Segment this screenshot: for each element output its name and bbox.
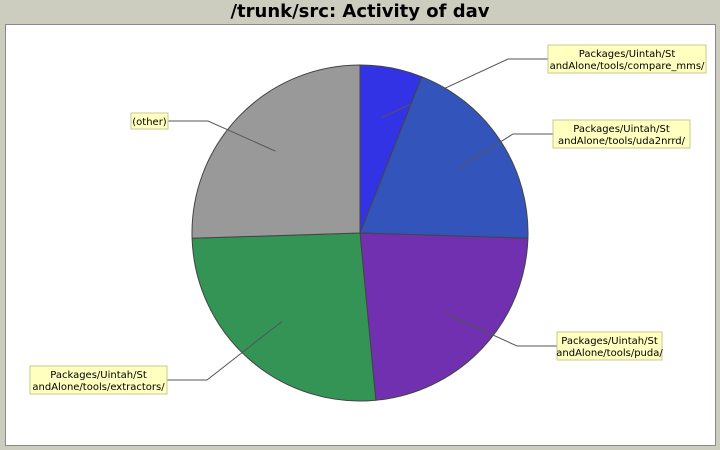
slice-label-box-4: [130, 112, 169, 130]
leader-line-4: [168, 120, 276, 152]
slice-label-text-1-1: andAlone/tools/uda2nrrd/: [558, 136, 686, 147]
slice-label-4: (other): [130, 112, 169, 130]
slice-label-text-0-1: andAlone/tools/compare_mms/: [550, 61, 705, 72]
leader-line-1: [458, 133, 553, 169]
slice-label-box-0: [547, 44, 707, 74]
slice-label-0: Packages/Uintah/StandAlone/tools/compare…: [547, 44, 707, 74]
leader-line-3: [167, 320, 283, 381]
slice-label-text-1-0: Packages/Uintah/St: [573, 124, 670, 135]
chart-title: /trunk/src: Activity of dav: [230, 1, 490, 22]
slice-label-text-2-0: Packages/Uintah/St: [561, 336, 658, 347]
pie-slice-2: [359, 232, 529, 401]
slice-label-1: Packages/Uintah/StandAlone/tools/uda2nrr…: [552, 119, 691, 149]
slice-label-box-1: [552, 119, 691, 149]
slice-label-box-3: [29, 365, 168, 395]
slice-label-box-2: [556, 331, 663, 361]
slice-label-text-4-0: (other): [132, 117, 167, 128]
slice-label-3: Packages/Uintah/StandAlone/tools/extract…: [29, 365, 168, 395]
slice-label-text-2-1: andAlone/tools/puda/: [556, 348, 663, 359]
leader-line-2: [445, 313, 557, 347]
slice-label-text-0-0: Packages/Uintah/St: [579, 49, 676, 60]
pie-slice-4: [191, 64, 361, 239]
slice-label-text-3-1: andAlone/tools/extractors/: [32, 382, 165, 393]
slice-label-text-3-0: Packages/Uintah/St: [50, 370, 147, 381]
pie-slice-1: [359, 76, 529, 239]
pie-slice-3: [191, 232, 377, 402]
